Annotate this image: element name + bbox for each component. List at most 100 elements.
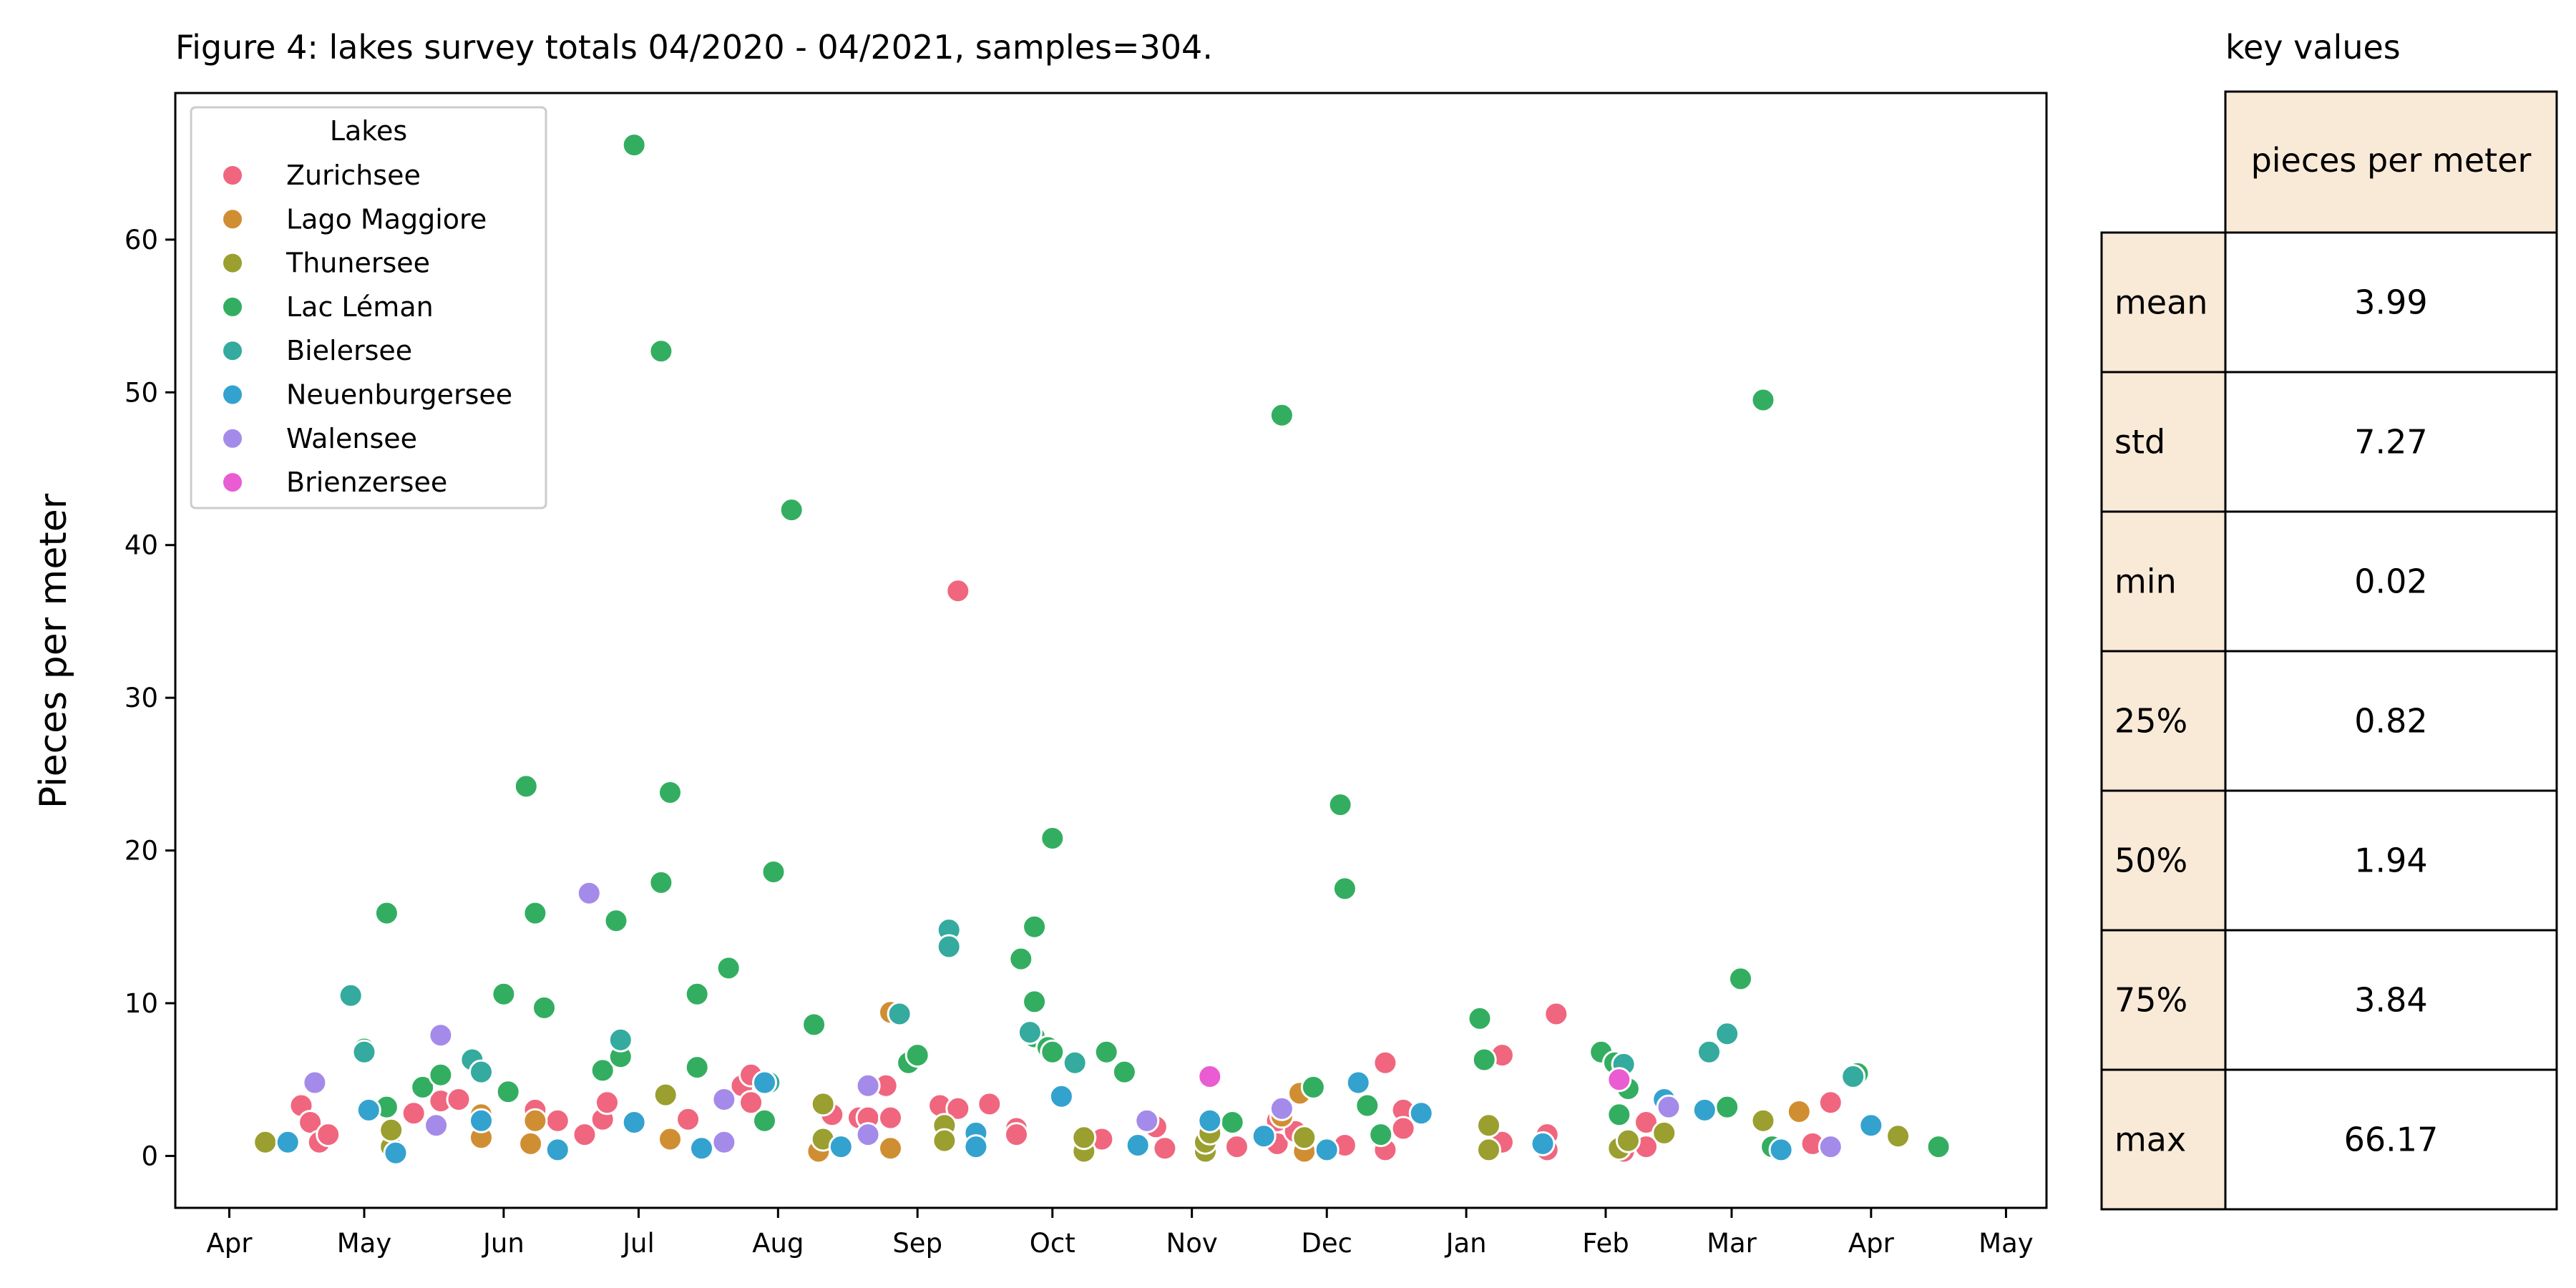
legend-marker (222, 340, 243, 362)
data-point (491, 981, 517, 1007)
data-point (658, 780, 683, 805)
table-row-label: mean (2114, 283, 2207, 322)
data-point (1750, 387, 1776, 413)
data-point (904, 1043, 930, 1068)
data-point (1471, 1047, 1497, 1073)
data-point (1476, 1137, 1501, 1163)
data-point (648, 338, 674, 364)
data-point (658, 1126, 683, 1152)
data-point (1062, 1050, 1088, 1075)
legend-marker (222, 384, 243, 406)
data-point (1750, 1108, 1776, 1133)
data-point (1543, 1001, 1569, 1027)
data-point (945, 578, 971, 604)
data-point (518, 1131, 544, 1156)
data-point (513, 774, 539, 799)
legend-box (190, 106, 547, 509)
table-row-value: 1.94 (2354, 841, 2427, 880)
x-tick-label: May (337, 1228, 392, 1259)
table-title: key values (2225, 28, 2401, 67)
data-point (738, 1090, 764, 1116)
table-row-label-cell (2100, 789, 2227, 932)
table-row-value: 66.17 (2344, 1121, 2439, 1159)
table-row-value: 3.84 (2354, 981, 2427, 1020)
table-row-label: 50% (2114, 841, 2187, 880)
data-point (716, 955, 741, 981)
data-point (1656, 1094, 1682, 1120)
data-point (887, 1001, 912, 1027)
data-point (1219, 1110, 1245, 1135)
data-point (1467, 1005, 1493, 1031)
table-row-value: 3.99 (2354, 283, 2427, 322)
data-point (428, 1062, 454, 1088)
y-axis: 0 10 20 30 40 50 60 (125, 225, 175, 1171)
x-tick-label: Apr (1848, 1228, 1895, 1259)
data-point (410, 1074, 436, 1100)
data-point (424, 1113, 449, 1138)
data-point (275, 1129, 301, 1155)
data-point (1269, 402, 1294, 428)
data-point (1634, 1110, 1659, 1135)
table-row-label-cell (2100, 650, 2227, 792)
data-point (522, 1108, 548, 1133)
data-point (878, 1136, 903, 1161)
y-tick-label: 30 (125, 683, 158, 713)
data-point (401, 1101, 426, 1126)
data-point (576, 880, 602, 906)
data-point (801, 1012, 827, 1038)
legend-label: Lago Maggiore (286, 203, 487, 235)
legend-marker (222, 472, 243, 494)
data-point (1022, 989, 1048, 1015)
table-row-label-cell (2100, 1068, 2227, 1211)
data-point (936, 934, 962, 960)
legend-label: Walensee (286, 423, 417, 454)
data-point (383, 1140, 409, 1166)
data-point (1926, 1134, 1951, 1160)
legend-label: Lac Léman (286, 291, 434, 323)
legend-label: Bielersee (286, 335, 412, 366)
data-point (779, 497, 804, 523)
legend: Lakes Zurichsee Lago Maggiore Thunersee Lac… (190, 106, 547, 509)
data-point (253, 1129, 278, 1155)
table-row-value: 0.82 (2354, 702, 2427, 741)
data-point (1008, 946, 1034, 972)
data-point (590, 1058, 615, 1083)
data-point (1714, 1094, 1740, 1120)
table-value-cell (2224, 650, 2558, 792)
data-point (379, 1117, 404, 1143)
table-value-cell (2224, 371, 2558, 513)
data-point (1040, 826, 1065, 851)
table-column-header: pieces per meter (2251, 141, 2532, 180)
y-tick-label: 40 (125, 530, 158, 561)
data-point (621, 132, 647, 158)
data-point (1786, 1099, 1812, 1124)
data-point (1728, 966, 1753, 992)
data-point (878, 1105, 903, 1131)
data-point (1840, 1064, 1866, 1089)
data-point (752, 1070, 777, 1096)
x-tick-label: Dec (1301, 1228, 1352, 1259)
data-point (1152, 1136, 1178, 1161)
legend-items: Zurichsee Lago Maggiore Thunersee Lac Léman… (222, 160, 512, 498)
data-point (495, 1079, 521, 1105)
data-point (1197, 1108, 1223, 1133)
data-point (1692, 1097, 1717, 1123)
legend-title: Lakes (330, 115, 407, 147)
data-point (1093, 1039, 1119, 1065)
y-tick-label: 20 (125, 836, 158, 867)
legend-label: Brienzersee (286, 467, 447, 498)
data-point (684, 981, 710, 1007)
data-point (684, 1055, 710, 1080)
x-axis: Apr May Jun Jul Aug Sep Oct Nov Dec Jan Feb Mar Apr M… (206, 1208, 2034, 1259)
stats-table: key values pieces per meter mean 3.99 std 7.… (2100, 28, 2558, 1211)
table-row-value: 7.27 (2354, 423, 2427, 462)
legend-marker (222, 252, 243, 274)
table-row-label: std (2114, 423, 2165, 462)
data-point (675, 1106, 701, 1132)
data-point (1697, 1039, 1722, 1065)
data-point (1134, 1108, 1160, 1133)
x-tick-label: Feb (1582, 1228, 1629, 1259)
data-point (572, 1122, 597, 1148)
data-point (1269, 1096, 1294, 1121)
